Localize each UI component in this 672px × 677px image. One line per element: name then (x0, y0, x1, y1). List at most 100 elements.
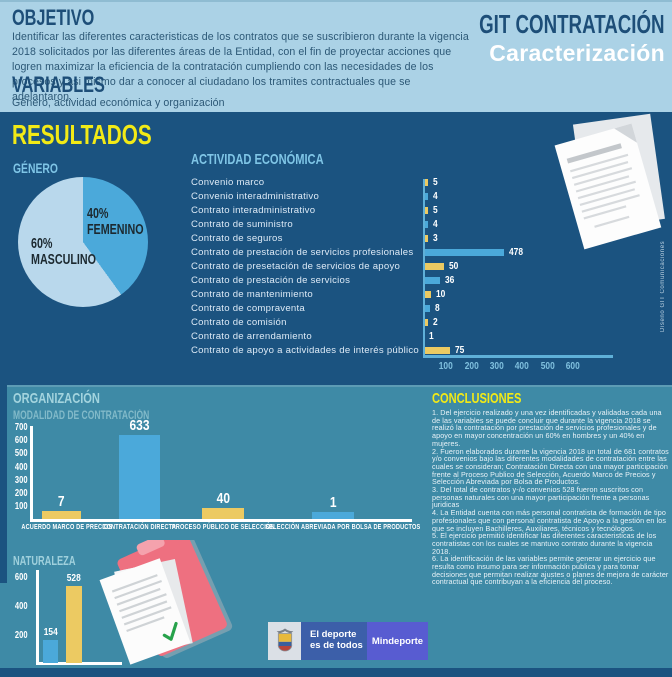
actividad-label: Convenio marco (191, 176, 265, 188)
header-section (0, 0, 672, 114)
modalidad-y-tick-text: 400 (15, 460, 28, 473)
brand-subtitle: Caracterización (407, 42, 665, 66)
actividad-value: 478 (509, 246, 524, 258)
actividad-bar (423, 220, 428, 228)
actividad-label: Contrato de prestación de servicios (191, 274, 351, 286)
conclusion-item: 1. Del ejercicio realizado y una vez ide… (432, 408, 662, 448)
naturaleza-title-text: NATURALEZA (13, 554, 76, 568)
actividad-bar (423, 262, 444, 270)
actividad-row: Contrato de prestación de servicios 36 (191, 273, 621, 287)
modalidad-y-tick-text: 700 (15, 421, 28, 433)
actividad-bar (423, 318, 428, 326)
actividad-value: 5 (433, 176, 438, 188)
actividad-value: 2 (433, 316, 438, 328)
bottom-strip (0, 668, 672, 677)
actividad-label: Contrato de comisión (191, 316, 287, 328)
actividad-row: Convenio marco 5 (191, 175, 621, 189)
actividad-bar-zone: 4 (423, 217, 439, 231)
actividad-row: Contrato de arrendamiento 1 (191, 329, 621, 343)
modalidad-y-tick: 100 (2, 500, 28, 513)
actividad-y-axis-line (423, 179, 425, 356)
actividad-label: Contrato de mantenimiento (191, 288, 313, 300)
actividad-value: 4 (433, 190, 438, 202)
el-deporte-line1: El deporte (310, 629, 357, 641)
genero-title-text: GÉNERO (13, 160, 58, 176)
actividad-bar (423, 290, 431, 298)
actividad-value: 75 (454, 344, 465, 356)
modalidad-y-tick-text: 200 (15, 486, 28, 499)
conclusiones-text: 1. Del ejercicio realizado y una vez ide… (432, 409, 670, 586)
actividad-bar-zone: 4 (423, 189, 439, 203)
actividad-bar (423, 178, 429, 186)
modalidad-y-tick: 200 (2, 487, 28, 500)
brand-title-text: GIT CONTRATACIÓN (479, 9, 665, 39)
colombia-crest-icon (276, 628, 293, 652)
actividad-row: Contrato de compraventa 8 (191, 301, 621, 315)
brand-title: GIT CONTRATACIÓN (407, 11, 665, 38)
organizacion-title-text: ORGANIZACIÓN (13, 390, 100, 407)
actividad-label: Contrato de apoyo a actividades de inter… (191, 344, 419, 356)
brand-block: GIT CONTRATACIÓN Caracterización (407, 11, 665, 66)
el-deporte-logo: El deporte es de todos (301, 622, 367, 660)
masculino-label: MASCULINO (31, 251, 96, 268)
left-accent-strip (0, 385, 7, 583)
actividad-value: 36 (445, 274, 455, 286)
actividad-row: Convenio interadministrativo 4 (191, 189, 621, 203)
actividad-bar (423, 346, 450, 354)
actividad-label: Contrato interadministrativo (191, 204, 316, 216)
mindeporte-logo: Mindeporte (367, 622, 428, 660)
modalidad-subtitle: MODALIDAD DE CONTRATACIÓN (13, 406, 197, 424)
actividad-x-tick: 200 (458, 360, 484, 372)
resultados-title-text: RESULTADOS (12, 119, 152, 150)
actividad-row: Contrato de prestación de servicios prof… (191, 245, 621, 259)
objetivo-title: OBJETIVO (12, 7, 123, 30)
actividad-value: 5 (433, 204, 438, 216)
modalidad-y-axis-ticks: 700 600 500 400 300 200 100 (2, 421, 28, 513)
actividad-value: 50 (448, 260, 459, 272)
pie-label-masculino: 60% MASCULINO (31, 236, 119, 268)
modalidad-y-tick-text: 100 (15, 500, 28, 513)
clipboard-icon (99, 540, 233, 665)
actividad-x-axis-ticks: 100 200 300 400 500 600 (423, 360, 613, 374)
conclusiones-title-text: CONCLUSIONES (432, 390, 522, 407)
variables-title-text: VARIABLES (12, 72, 105, 97)
actividad-value: 3 (433, 232, 438, 244)
gender-pie-chart (18, 177, 148, 307)
actividad-bar-zone: 75 (423, 343, 466, 357)
el-deporte-text: El deporte es de todos (301, 629, 363, 652)
conclusion-item: 2. Fueron elaborados durante la vigencia… (432, 446, 669, 487)
pie-label-femenino: 40% FEMENINO (87, 206, 164, 238)
actividad-bar (423, 248, 505, 256)
variables-text: Género, actividad económica y organizaci… (12, 97, 225, 109)
actividad-value: 8 (434, 302, 440, 314)
actividad-title-text: ACTIVIDAD ECONÓMICA (191, 151, 324, 168)
actividad-bar (423, 304, 430, 312)
resultados-title: RESULTADOS (12, 121, 201, 149)
actividad-x-tick-text: 100 (438, 360, 454, 372)
actividad-label: Convenio interadministrativo (191, 190, 320, 202)
femenino-label: FEMENINO (87, 221, 144, 238)
actividad-x-tick: 300 (484, 360, 510, 372)
actividad-bar-zone: 50 (423, 259, 461, 273)
actividad-row: Contrato interadministrativo 5 (191, 203, 621, 217)
actividad-label: Contrato de arrendamiento (191, 330, 312, 342)
actividad-bar-zone: 10 (423, 287, 448, 301)
modalidad-y-tick: 300 (2, 474, 28, 487)
actividad-x-tick-text: 400 (515, 360, 530, 372)
femenino-pct: 40% (87, 206, 109, 222)
actividad-value: 1 (429, 330, 434, 342)
variables-title: VARIABLES (12, 74, 138, 97)
objetivo-text: Identificar las diferentes caracteristic… (12, 31, 469, 104)
conclusiones-title: CONCLUSIONES (432, 390, 553, 408)
modalidad-y-tick-text: 300 (15, 473, 28, 486)
objetivo-title-text: OBJETIVO (12, 5, 95, 30)
modalidad-y-tick: 600 (2, 434, 28, 447)
masculino-pct: 60% (31, 236, 53, 252)
el-deporte-line2: es de todos (310, 640, 363, 651)
actividad-x-tick: 600 (560, 360, 586, 372)
naturaleza-title: NATURALEZA (13, 552, 97, 570)
actividad-row: Contrato de comisión 2 (191, 315, 621, 329)
actividad-x-tick: 500 (535, 360, 561, 372)
actividad-row: Contrato de seguros 3 (191, 231, 621, 245)
